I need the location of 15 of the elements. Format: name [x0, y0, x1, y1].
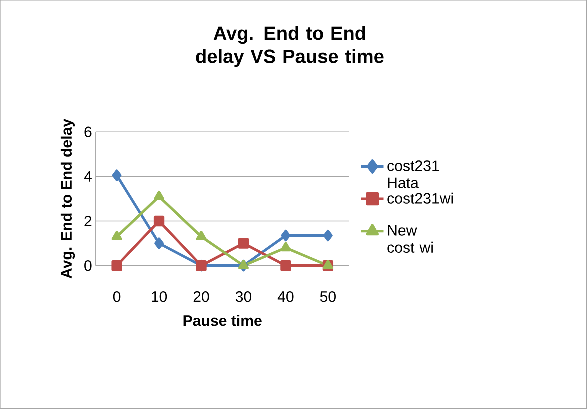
chart-title: Avg. End to End delay VS Pause time: [196, 26, 384, 68]
x-tick-label: 30: [236, 292, 252, 302]
legend-label: New cost wi: [388, 225, 433, 253]
x-tick-label: 50: [320, 292, 336, 302]
x-axis-title: Pause time: [184, 315, 262, 326]
y-tick-label: 2: [84, 216, 92, 227]
x-tick-label: 10: [152, 292, 168, 302]
legend-label: cost231wi: [388, 192, 454, 204]
x-tick-label: 0: [113, 292, 121, 302]
y-tick-label: 6: [84, 126, 92, 138]
x-tick-label: 40: [278, 292, 294, 302]
y-tick-label: 4: [84, 172, 92, 182]
x-tick-label: 20: [194, 292, 210, 302]
y-axis-title: Avg. End to End delay: [60, 119, 76, 279]
y-tick-label: 0: [84, 260, 92, 272]
